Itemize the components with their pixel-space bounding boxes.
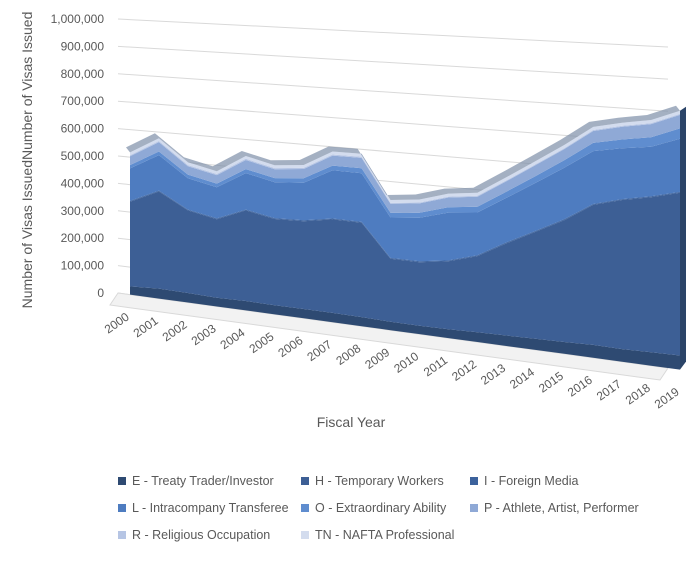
x-tick-label: 2003 [189,321,219,348]
area-series-4 [130,138,680,262]
x-tick-label: 2014 [507,365,537,392]
legend-label: R - Religious Occupation [132,528,271,542]
area-series-1 [130,286,680,370]
legend-label: TN - NAFTA Professional [315,528,455,542]
x-tick-label: 2009 [362,345,392,372]
x-tick-label: 2015 [536,369,566,396]
x-tick-label: 2012 [449,357,479,384]
y-axis-title: Number of Visas IssuedNumber of Visas Is… [19,12,35,309]
legend-label: I - Foreign Media [484,474,579,488]
x-tick-label: 2000 [102,309,132,336]
y-tick-label: 300,000 [61,204,105,218]
legend-item: R - Religious Occupation [118,528,270,542]
x-tick-label: 2007 [304,337,334,364]
y-tick-label: 500,000 [61,149,105,163]
legend-item: E - Treaty Trader/Investor [118,474,274,488]
x-tick-label: 2018 [623,380,653,407]
x-tick-label: 2008 [333,341,363,368]
x-tick-label: 2010 [391,349,421,376]
y-tick-label: 900,000 [61,39,105,53]
legend-swatch [118,531,126,539]
y-tick-label: 400,000 [61,176,105,190]
legend-item: TN - NAFTA Professional [301,528,454,542]
area-side-face [680,106,686,370]
legend-label: P - Athlete, Artist, Performer [484,501,639,515]
y-tick-label: 800,000 [61,67,105,81]
y-tick-label: 600,000 [61,122,105,136]
y-tick-label: 100,000 [61,259,105,273]
y-tick-label: 700,000 [61,94,105,108]
legend-item: P - Athlete, Artist, Performer [470,501,639,515]
legend-swatch [470,504,478,512]
legend-item: O - Extraordinary Ability [301,501,446,515]
legend-label: O - Extraordinary Ability [315,501,447,515]
legend-item: I - Foreign Media [470,474,578,488]
legend-label: L - Intracompany Transferee [132,501,289,515]
legend-swatch [118,504,126,512]
x-tick-label: 2005 [247,329,277,356]
y-tick-label: 1,000,000 [51,12,105,26]
area-series-6 [130,114,680,213]
legend-item: H - Temporary Workers [301,474,444,488]
y-tick-label: 200,000 [61,231,105,245]
area-series-5 [130,128,680,218]
gridline [117,18,669,48]
x-tick-label: 2011 [421,353,450,379]
legend-swatch [301,531,309,539]
gridline [117,45,669,80]
legend-swatch [301,477,309,485]
x-tick-label: 2004 [218,325,248,352]
legend-swatch [470,477,478,485]
legend-swatch [118,477,126,485]
gridline [117,73,669,112]
legend-swatch [301,504,309,512]
y-tick-label: 0 [97,286,104,300]
chart-plot: 0 100,000 200,000 300,000 400,000 500,000 600,… [19,12,686,430]
x-tick-label: 2001 [131,313,161,340]
legend-label: H - Temporary Workers [315,474,444,488]
x-axis-title: Fiscal Year [317,414,386,430]
x-tick-label: 2006 [276,333,306,360]
x-tick-label: 2016 [565,373,595,400]
x-tick-label: 2017 [594,377,624,404]
legend-label: E - Treaty Trader/Investor [132,474,274,488]
area-series-2 [130,191,680,356]
x-tick-label: 2013 [478,361,508,388]
x-tick-label: 2019 [652,384,682,411]
x-tick-label: 2002 [160,317,190,344]
legend-item: L - Intracompany Transferee [118,501,289,515]
